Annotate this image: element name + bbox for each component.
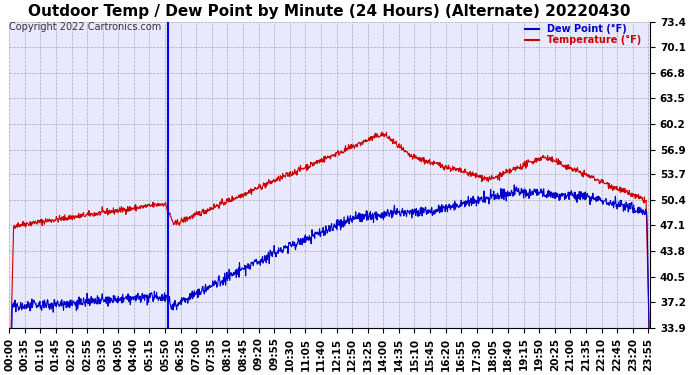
Legend: Dew Point (°F), Temperature (°F): Dew Point (°F), Temperature (°F)	[521, 21, 645, 50]
Text: Copyright 2022 Cartronics.com: Copyright 2022 Cartronics.com	[9, 22, 161, 32]
Title: Outdoor Temp / Dew Point by Minute (24 Hours) (Alternate) 20220430: Outdoor Temp / Dew Point by Minute (24 H…	[28, 4, 631, 19]
